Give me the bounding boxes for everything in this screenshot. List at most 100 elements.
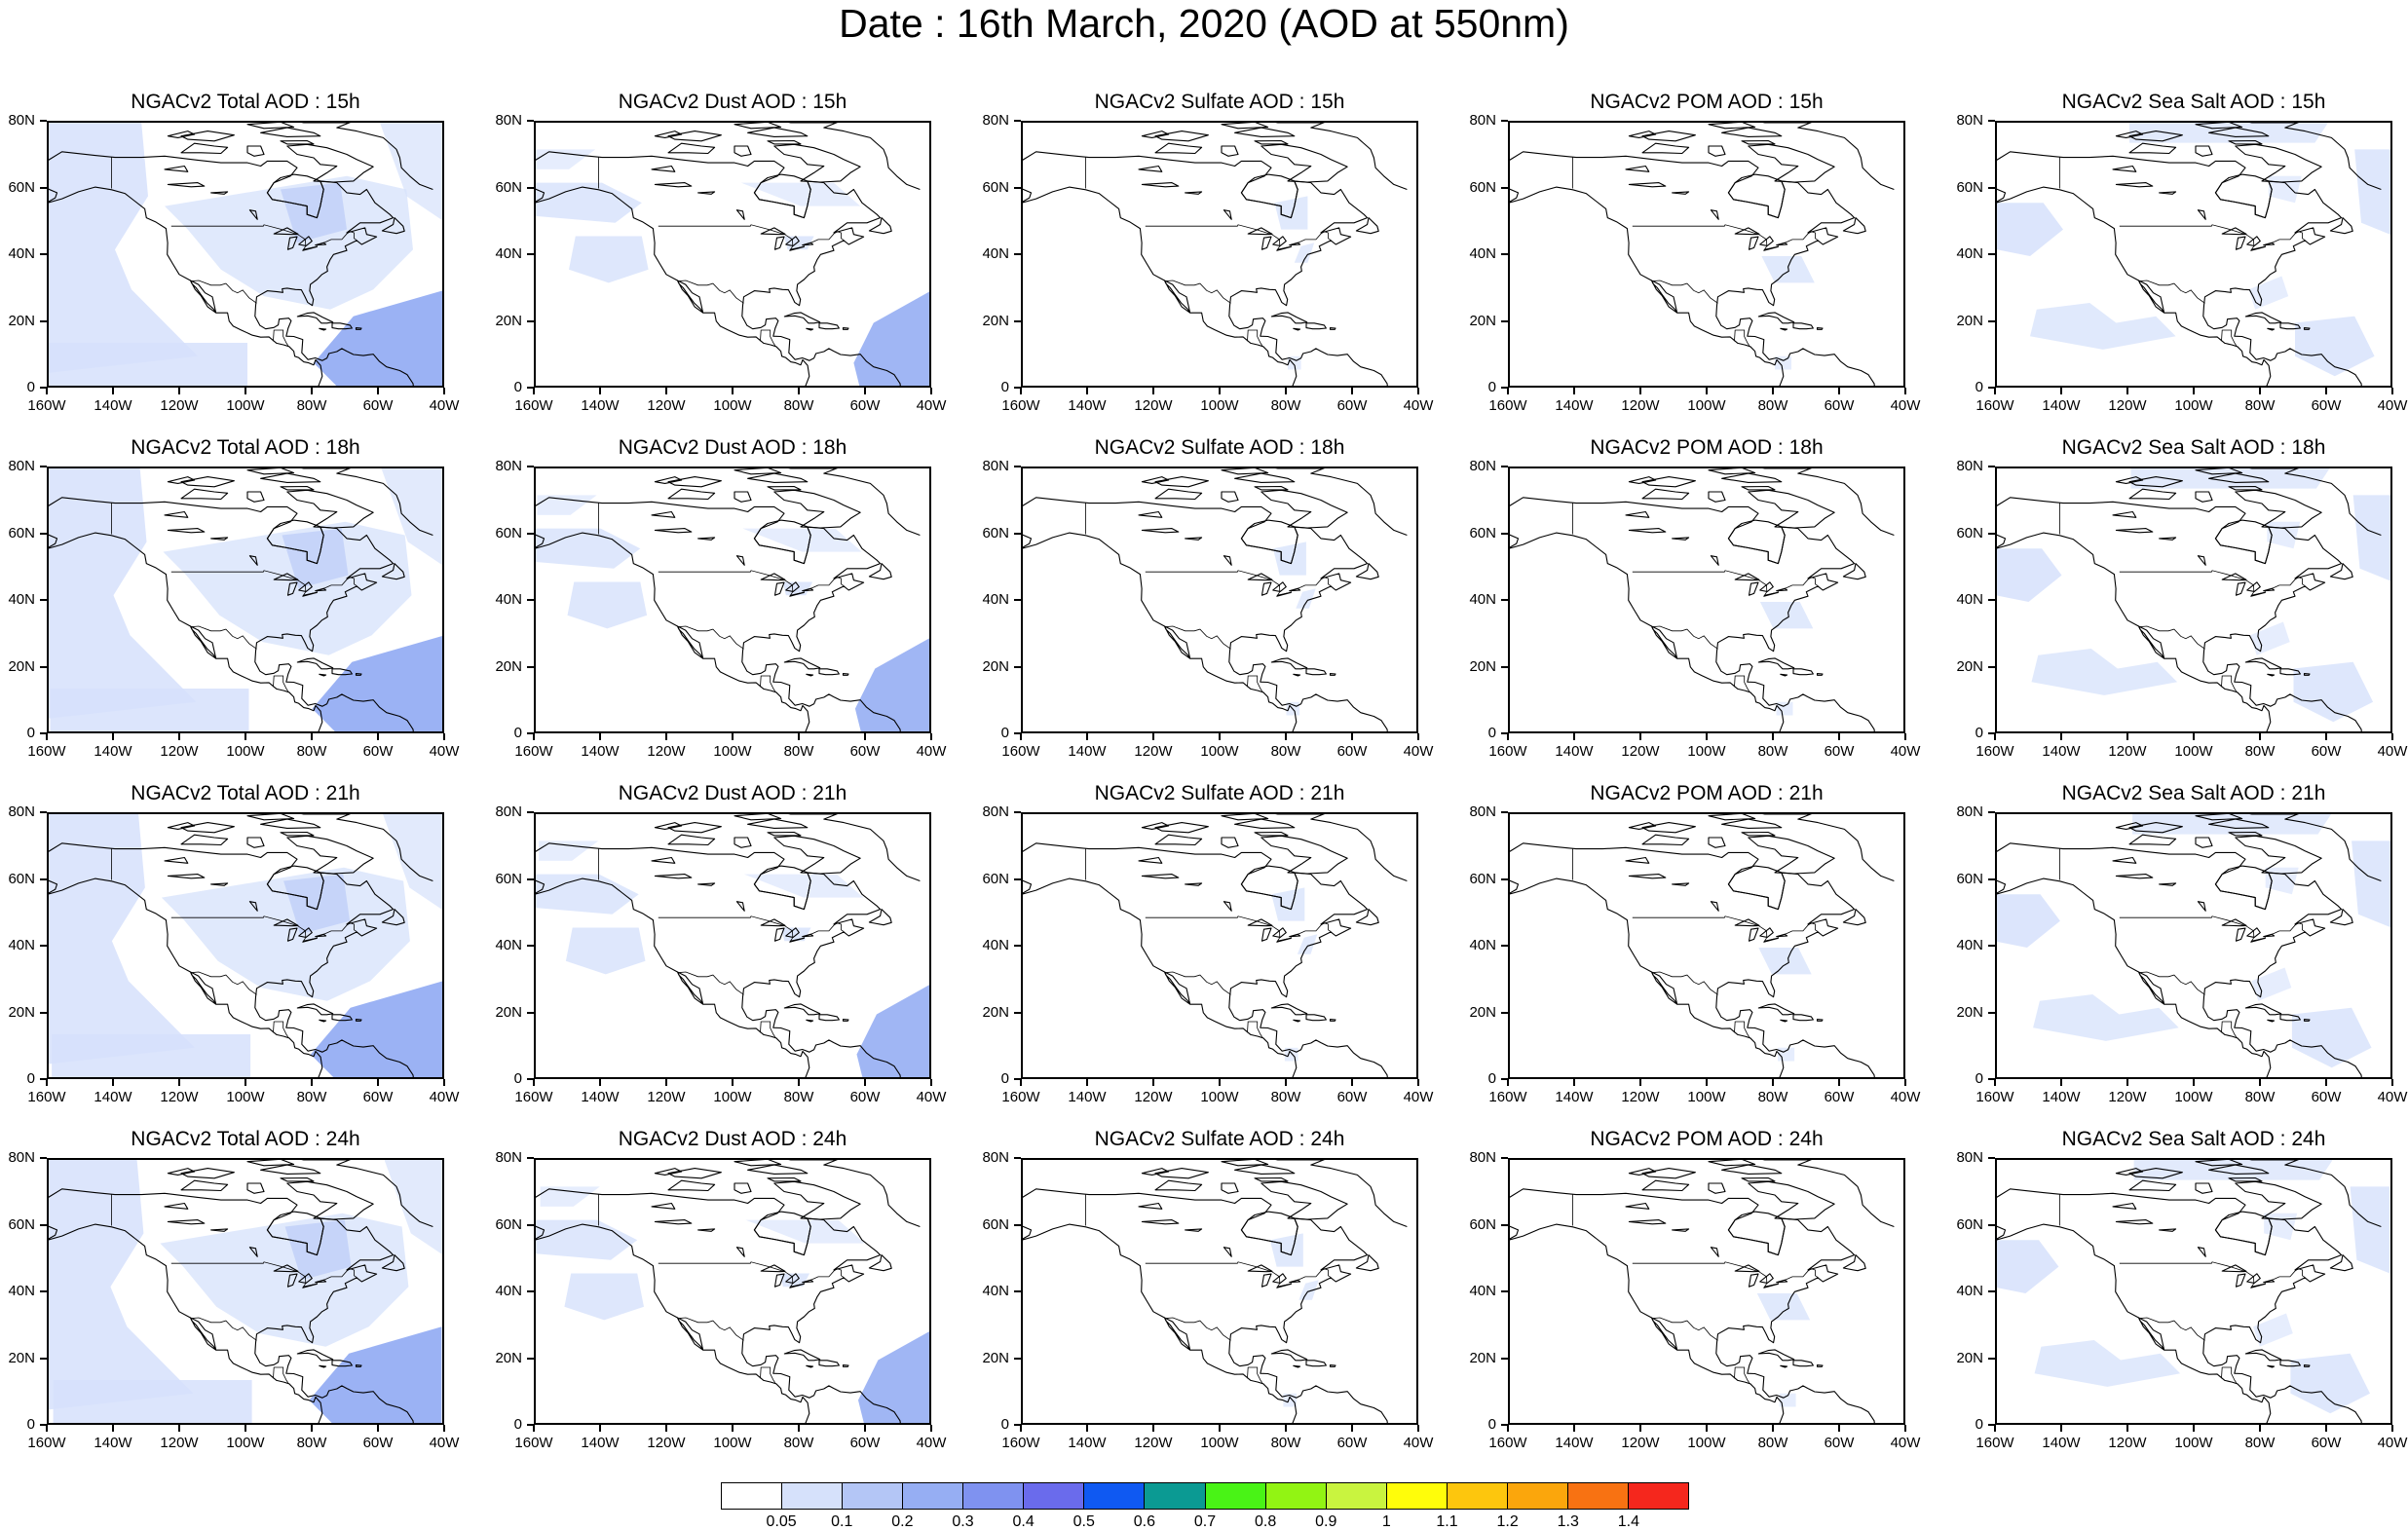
land-outline [773, 581, 785, 596]
aod-patch [1997, 203, 2063, 256]
lat-tick [40, 1078, 47, 1080]
lon-tick [1285, 388, 1287, 394]
lon-tick-label: 80W [1270, 1089, 1301, 1105]
land-outline [2267, 673, 2276, 677]
lon-tick [2126, 1079, 2128, 1086]
border-path [190, 1317, 257, 1341]
lon-tick-label: 140W [1555, 1435, 1594, 1451]
land-outline [248, 1247, 258, 1257]
border-path [2221, 1366, 2238, 1384]
lon-tick [178, 733, 180, 740]
aod-patch [381, 468, 442, 566]
land-outline [2197, 901, 2206, 912]
land-outline [1154, 476, 1209, 488]
map-panel-sulfate-15h [1021, 121, 1418, 388]
map-panel-total-24h [47, 1158, 444, 1425]
land-outline [2115, 1168, 2144, 1176]
lat-tick-label: 40N [1956, 591, 1983, 608]
lon-tick-label: 140W [94, 397, 132, 414]
lat-tick-label: 0 [26, 1070, 35, 1087]
lon-tick [599, 1425, 601, 1432]
land-outline [735, 555, 745, 566]
map-canvas [1510, 1160, 1895, 1423]
aod-patch [2295, 316, 2375, 377]
land-outline [2279, 1360, 2301, 1367]
land-outline [1141, 476, 1170, 484]
lat-tick-label: 40N [1469, 591, 1496, 608]
land-outline [734, 1160, 782, 1167]
panel-title: NGACv2 Sea Salt AOD : 18h [2061, 436, 2326, 459]
lon-tick [1838, 733, 1840, 740]
lat-tick [1988, 1157, 1995, 1159]
lat-tick [527, 120, 534, 122]
land-outline [2244, 1003, 2282, 1016]
land-outline [747, 1164, 809, 1175]
aod-patch [1272, 541, 1306, 576]
lon-tick-label: 140W [581, 1435, 620, 1451]
lon-tick-label: 40W [1403, 397, 1434, 414]
lat-tick [1014, 1011, 1021, 1014]
aod-patch [1997, 548, 2062, 602]
lon-tick [1152, 1079, 1154, 1086]
lat-tick-label: 80N [8, 112, 35, 129]
aod-patch [858, 1331, 929, 1423]
aod-patch [742, 528, 862, 552]
land-outline [1625, 856, 1650, 864]
lat-tick [40, 1223, 47, 1226]
coastline-path [2284, 123, 2382, 191]
lon-tick [245, 1425, 246, 1432]
land-outline [381, 1254, 405, 1272]
lat-tick-label: 20N [1469, 1349, 1496, 1366]
land-outline [868, 1254, 892, 1272]
aod-field [1272, 541, 1316, 716]
border-path [170, 915, 357, 942]
aod-field [536, 1186, 929, 1423]
land-outline [697, 1228, 716, 1232]
colorbar-swatch [903, 1483, 964, 1509]
aod-field [1997, 468, 2390, 723]
aod-patch [2030, 303, 2176, 350]
lon-tick-label: 80W [296, 743, 327, 760]
panel-title: NGACv2 Sulfate AOD : 15h [1094, 91, 1345, 113]
aod-patch [856, 985, 929, 1077]
coastline [1997, 1160, 2382, 1423]
border-path [1247, 329, 1263, 347]
land-outline [1628, 874, 1667, 879]
lon-tick-label: 40W [429, 743, 460, 760]
aod-patch [2033, 994, 2179, 1041]
lat-tick [1501, 665, 1508, 668]
lon-tick-label: 120W [1621, 1089, 1660, 1105]
land-outline [286, 927, 298, 942]
lat-tick-label: 0 [26, 1416, 35, 1433]
lon-tick [1994, 388, 1996, 394]
lat-tick [527, 1223, 534, 1226]
lat-tick-label: 80N [1469, 803, 1496, 820]
land-outline [1641, 476, 1696, 488]
lon-tick [1152, 733, 1154, 740]
coastline-path [1023, 842, 1388, 1077]
aod-field [1997, 123, 2390, 377]
land-outline [1293, 1364, 1301, 1368]
lat-tick-label: 60N [982, 524, 1009, 541]
lon-tick [1020, 1425, 1022, 1432]
lon-tick-label: 120W [647, 1435, 686, 1451]
lat-tick [527, 811, 534, 813]
aod-patch [2249, 621, 2290, 655]
lon-tick-label: 120W [2108, 397, 2147, 414]
border-path [273, 1021, 289, 1038]
land-outline [1154, 1168, 1209, 1179]
political-borders [111, 503, 357, 692]
lat-tick-label: 0 [1000, 1070, 1009, 1087]
colorbar-label: 1.4 [1617, 1513, 1639, 1530]
coastline-path [1510, 532, 1785, 731]
land-outline [381, 563, 405, 580]
lat-tick-label: 60N [8, 524, 35, 541]
lon-tick [377, 388, 379, 394]
land-outline [1816, 1019, 1824, 1022]
coastline-path [823, 1160, 921, 1228]
lon-tick [377, 1079, 379, 1086]
land-outline [1141, 182, 1180, 188]
lon-tick [1772, 1079, 1774, 1086]
lat-tick-label: 60N [8, 1215, 35, 1233]
lon-tick-label: 120W [647, 397, 686, 414]
